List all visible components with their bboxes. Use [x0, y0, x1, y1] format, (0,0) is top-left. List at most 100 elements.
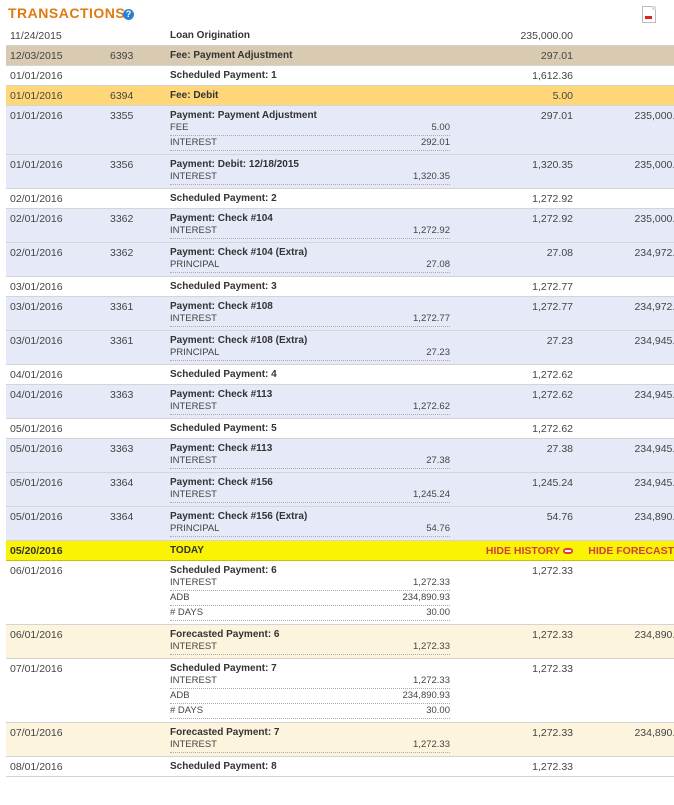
- transaction-title[interactable]: Payment: Check #104 (Extra): [170, 247, 308, 258]
- transaction-balance: [585, 26, 674, 46]
- transaction-balance: 234,890.93: [634, 511, 674, 523]
- transaction-row[interactable]: 05/01/2016 Scheduled Payment: 5 1,272.62: [6, 418, 674, 439]
- transaction-title[interactable]: Payment: Check #104: [170, 213, 273, 224]
- breakdown-label: PRINCIPAL: [170, 523, 220, 534]
- transaction-balance: [585, 277, 674, 297]
- transaction-amount: 235,000.00: [520, 30, 573, 42]
- today-date: 05/20/2016: [10, 545, 63, 557]
- breakdown-line: ADB 234,890.93: [170, 689, 450, 704]
- breakdown-value: 1,272.77: [413, 313, 450, 324]
- pdf-icon[interactable]: [642, 6, 656, 23]
- transaction-row[interactable]: 02/01/2016 Scheduled Payment: 2 1,272.92: [6, 188, 674, 209]
- transaction-title[interactable]: Payment: Check #113: [170, 389, 273, 400]
- breakdown-line: # DAYS 30.00: [170, 606, 450, 621]
- breakdown-value: 30.00: [426, 705, 450, 716]
- transaction-amount: 1,320.35: [532, 159, 573, 171]
- breakdown-line: INTEREST 292.01: [170, 136, 450, 151]
- transaction-balance: [585, 419, 674, 439]
- breakdown-label: ADB: [170, 592, 190, 603]
- transaction-description: Payment: Payment Adjustment FEE 5.00 INTERE…: [164, 106, 460, 155]
- breakdown-value: 1,320.35: [413, 171, 450, 182]
- transaction-balance: [585, 757, 674, 777]
- transaction-description: Fee: Payment Adjustment: [164, 46, 460, 66]
- transaction-title[interactable]: Payment: Debit: 12/18/2015: [170, 159, 299, 170]
- breakdown-line: PRINCIPAL 54.76: [170, 522, 450, 537]
- transaction-title[interactable]: Payment: Check #156: [170, 477, 273, 488]
- transaction-row[interactable]: 05/01/2016 3364 Payment: Check #156 INTERES…: [6, 472, 674, 507]
- transaction-amount: 297.01: [540, 110, 573, 122]
- transaction-title[interactable]: Scheduled Payment: 7: [170, 663, 277, 674]
- transaction-row[interactable]: 06/01/2016 Forecasted Payment: 6 INTEREST 1…: [6, 624, 674, 659]
- transaction-title[interactable]: Scheduled Payment: 1: [170, 70, 277, 81]
- transaction-date: 11/24/2015: [10, 30, 62, 42]
- transaction-title[interactable]: Scheduled Payment: 2: [170, 193, 277, 204]
- hide-history-button[interactable]: HIDE HISTORY: [460, 541, 585, 561]
- breakdown-value: 54.76: [426, 523, 450, 534]
- transaction-amount: 1,272.62: [532, 423, 573, 435]
- breakdown-label: INTEREST: [170, 489, 217, 500]
- transaction-title[interactable]: Payment: Check #108: [170, 301, 273, 312]
- transaction-ref: 3364: [110, 477, 134, 489]
- transaction-balance: [585, 46, 674, 66]
- transaction-amount: 1,272.33: [532, 565, 573, 577]
- breakdown-label: # DAYS: [170, 607, 204, 618]
- transaction-row[interactable]: 02/01/2016 3362 Payment: Check #104 INTERES…: [6, 208, 674, 243]
- transaction-ref: 6394: [110, 90, 134, 102]
- transaction-balance: 234,945.69: [634, 335, 674, 347]
- transaction-amount: 1,272.33: [532, 761, 573, 773]
- hide-forecast-button[interactable]: HIDE FORECAST: [585, 541, 674, 561]
- transaction-date: 04/01/2016: [10, 389, 63, 401]
- transaction-balance: [585, 189, 674, 209]
- transaction-title[interactable]: Payment: Payment Adjustment: [170, 110, 317, 121]
- transaction-title[interactable]: Forecasted Payment: 7: [170, 727, 280, 738]
- transaction-row[interactable]: 06/01/2016 Scheduled Payment: 6 INTEREST 1,…: [6, 560, 674, 625]
- transaction-title[interactable]: Payment: Check #113: [170, 443, 273, 454]
- hide-forecast-label[interactable]: HIDE FORECAST: [588, 545, 674, 557]
- transaction-row[interactable]: 11/24/2015 Loan Origination 235,000.00: [6, 26, 674, 46]
- transaction-balance: 234,890.93: [634, 727, 674, 739]
- transaction-title[interactable]: Payment: Check #108 (Extra): [170, 335, 308, 346]
- breakdown-label: PRINCIPAL: [170, 259, 220, 270]
- transaction-ref: [98, 659, 164, 723]
- transaction-ref: [98, 66, 164, 86]
- hide-history-label[interactable]: HIDE HISTORY: [485, 545, 560, 557]
- transaction-title[interactable]: Scheduled Payment: 5: [170, 423, 277, 434]
- transaction-title[interactable]: Loan Origination: [170, 30, 250, 41]
- transaction-row[interactable]: 03/01/2016 3361 Payment: Check #108 INTERES…: [6, 296, 674, 331]
- transaction-ref: 3363: [110, 443, 134, 455]
- transaction-row[interactable]: 12/03/2015 6393 Fee: Payment Adjustment 297…: [6, 45, 674, 66]
- transaction-row[interactable]: 03/01/2016 Scheduled Payment: 3 1,272.77: [6, 276, 674, 297]
- transaction-title[interactable]: Scheduled Payment: 3: [170, 281, 277, 292]
- transaction-balance: 234,972.92: [634, 301, 674, 313]
- transaction-row[interactable]: 01/01/2016 3355 Payment: Payment Adjustmen…: [6, 105, 674, 155]
- transaction-title[interactable]: Fee: Payment Adjustment: [170, 50, 293, 61]
- transaction-row[interactable]: 01/01/2016 3356 Payment: Debit: 12/18/2015…: [6, 154, 674, 189]
- transaction-amount: 54.76: [546, 511, 573, 523]
- transaction-row[interactable]: 05/01/2016 3364 Payment: Check #156 (Extra…: [6, 506, 674, 541]
- transaction-row[interactable]: 07/01/2016 Forecasted Payment: 7 INTEREST 1…: [6, 722, 674, 757]
- transaction-ref: 3364: [110, 511, 134, 523]
- transaction-row[interactable]: 01/01/2016 6394 Fee: Debit 5.00: [6, 85, 674, 106]
- minus-icon[interactable]: [563, 548, 573, 555]
- transaction-row[interactable]: 05/01/2016 3363 Payment: Check #113 INTERES…: [6, 438, 674, 473]
- transaction-description: Scheduled Payment: 4: [164, 365, 460, 385]
- transaction-row[interactable]: 07/01/2016 Scheduled Payment: 7 INTEREST 1,…: [6, 658, 674, 723]
- transaction-row[interactable]: 03/01/2016 3361 Payment: Check #108 (Extra…: [6, 330, 674, 365]
- transaction-title[interactable]: Fee: Debit: [170, 90, 219, 101]
- transaction-description: Scheduled Payment: 5: [164, 419, 460, 439]
- transaction-row[interactable]: 01/01/2016 Scheduled Payment: 1 1,612.36: [6, 65, 674, 86]
- transaction-title[interactable]: Scheduled Payment: 8: [170, 761, 277, 772]
- transaction-title[interactable]: Payment: Check #156 (Extra): [170, 511, 308, 522]
- transaction-title[interactable]: Scheduled Payment: 4: [170, 369, 277, 380]
- transaction-date: 07/01/2016: [10, 727, 63, 739]
- transaction-title[interactable]: Forecasted Payment: 6: [170, 629, 280, 640]
- transaction-row[interactable]: 04/01/2016 3363 Payment: Check #113 INTERES…: [6, 384, 674, 419]
- transaction-row[interactable]: 04/01/2016 Scheduled Payment: 4 1,272.62: [6, 364, 674, 385]
- transaction-amount: 1,612.36: [532, 70, 573, 82]
- transaction-row[interactable]: 08/01/2016 Scheduled Payment: 8 1,272.33: [6, 756, 674, 777]
- transaction-description: Scheduled Payment: 2: [164, 189, 460, 209]
- transaction-row[interactable]: 02/01/2016 3362 Payment: Check #104 (Extra…: [6, 242, 674, 277]
- transaction-title[interactable]: Scheduled Payment: 6: [170, 565, 277, 576]
- help-icon[interactable]: ?: [123, 9, 134, 20]
- transaction-amount: 27.23: [546, 335, 573, 347]
